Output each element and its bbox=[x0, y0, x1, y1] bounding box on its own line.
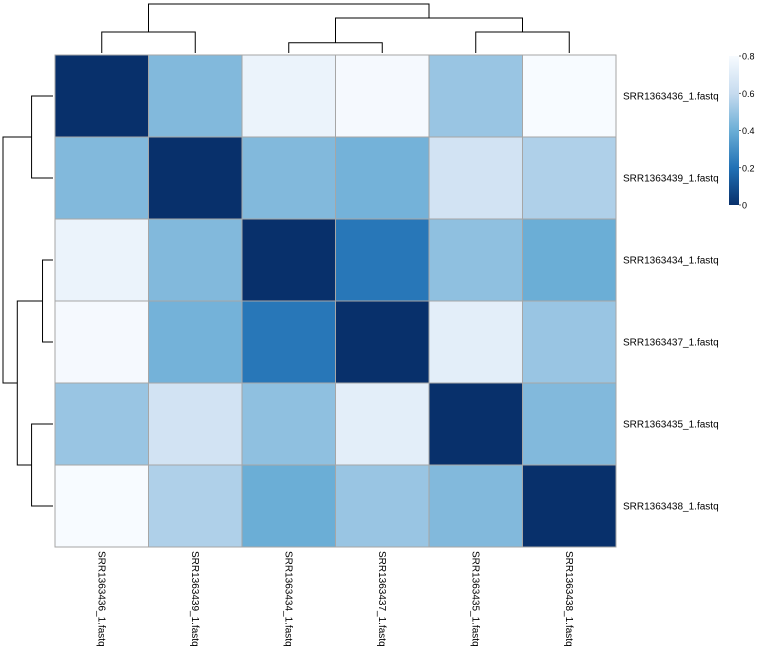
row-label: SRR1363439_1.fastq bbox=[623, 174, 719, 185]
column-label: SRR1363435_1.fastq bbox=[469, 551, 480, 647]
column-labels: SRR1363436_1.fastq SRR1363439_1.fastq SRR1… bbox=[95, 551, 574, 647]
legend-tick-label: 0.6 bbox=[742, 89, 755, 99]
column-dendrogram bbox=[101, 3, 570, 53]
heatmap-cell bbox=[54, 136, 149, 220]
column-label: SRR1363437_1.fastq bbox=[376, 551, 387, 647]
heatmap-cell bbox=[335, 54, 430, 138]
heatmap-cell bbox=[148, 218, 243, 302]
heatmap-cell bbox=[148, 54, 243, 138]
column-dendrogram-branch bbox=[148, 3, 430, 32]
legend-tick-label: 0.4 bbox=[742, 126, 755, 136]
heatmap-cell bbox=[241, 382, 336, 466]
row-dendrogram bbox=[2, 95, 53, 507]
heatmap-cell bbox=[428, 218, 523, 302]
row-dendrogram-branch bbox=[31, 423, 53, 507]
heatmap-cell bbox=[522, 136, 617, 220]
column-dendrogram-branch bbox=[475, 31, 570, 53]
row-label: SRR1363437_1.fastq bbox=[623, 338, 719, 349]
heatmap-cell bbox=[428, 464, 523, 548]
heatmap-cell bbox=[335, 218, 430, 302]
heatmap-cell bbox=[148, 300, 243, 384]
row-dendrogram-branch bbox=[31, 95, 53, 179]
column-dendrogram-branch bbox=[288, 42, 383, 53]
heatmap-cell bbox=[54, 218, 149, 302]
heatmap-cell bbox=[335, 300, 430, 384]
heatmap-cells bbox=[54, 54, 617, 548]
row-labels: SRR1363436_1.fastq SRR1363439_1.fastq SRR1… bbox=[623, 92, 719, 513]
row-dendrogram-branch bbox=[42, 259, 53, 343]
heatmap-cell bbox=[54, 464, 149, 548]
heatmap-cell bbox=[148, 136, 243, 220]
column-dendrogram-branch bbox=[335, 17, 523, 43]
heatmap-cell bbox=[241, 464, 336, 548]
column-label: SRR1363434_1.fastq bbox=[282, 551, 293, 647]
heatmap-cell bbox=[428, 300, 523, 384]
heatmap-cell bbox=[148, 464, 243, 548]
column-label: SRR1363436_1.fastq bbox=[95, 551, 106, 647]
column-label: SRR1363439_1.fastq bbox=[189, 551, 200, 647]
row-dendrogram-branch bbox=[16, 300, 43, 466]
heatmap-cell bbox=[241, 300, 336, 384]
column-dendrogram-branch bbox=[101, 31, 196, 53]
row-dendrogram-branch bbox=[2, 136, 32, 384]
row-label: SRR1363438_1.fastq bbox=[623, 502, 719, 513]
heatmap-cell bbox=[522, 218, 617, 302]
heatmap-cell bbox=[522, 382, 617, 466]
heatmap-cell bbox=[522, 300, 617, 384]
legend-tick-label: 0.8 bbox=[742, 52, 755, 62]
heatmap-cell bbox=[335, 136, 430, 220]
row-label: SRR1363436_1.fastq bbox=[623, 92, 719, 103]
heatmap-cell bbox=[522, 464, 617, 548]
row-label: SRR1363435_1.fastq bbox=[623, 420, 719, 431]
heatmap-cell bbox=[428, 54, 523, 138]
heatmap-cell bbox=[54, 300, 149, 384]
heatmap-cell bbox=[335, 382, 430, 466]
legend-tick-label: 0.2 bbox=[742, 163, 755, 173]
heatmap-cell bbox=[241, 54, 336, 138]
heatmap-cell bbox=[148, 382, 243, 466]
heatmap-cell bbox=[428, 136, 523, 220]
heatmap-cell bbox=[241, 136, 336, 220]
color-legend-bar bbox=[729, 56, 739, 205]
color-legend: 0 0.2 0.4 0.6 0.8 bbox=[729, 52, 755, 211]
legend-tick-label: 0 bbox=[742, 201, 747, 211]
heatmap-cell bbox=[335, 464, 430, 548]
heatmap-cell bbox=[428, 382, 523, 466]
row-label: SRR1363434_1.fastq bbox=[623, 256, 719, 267]
heatmap-cell bbox=[54, 382, 149, 466]
heatmap-cell bbox=[522, 54, 617, 138]
column-label: SRR1363438_1.fastq bbox=[563, 551, 574, 647]
heatmap-cell bbox=[241, 218, 336, 302]
heatmap-cell bbox=[54, 54, 149, 138]
